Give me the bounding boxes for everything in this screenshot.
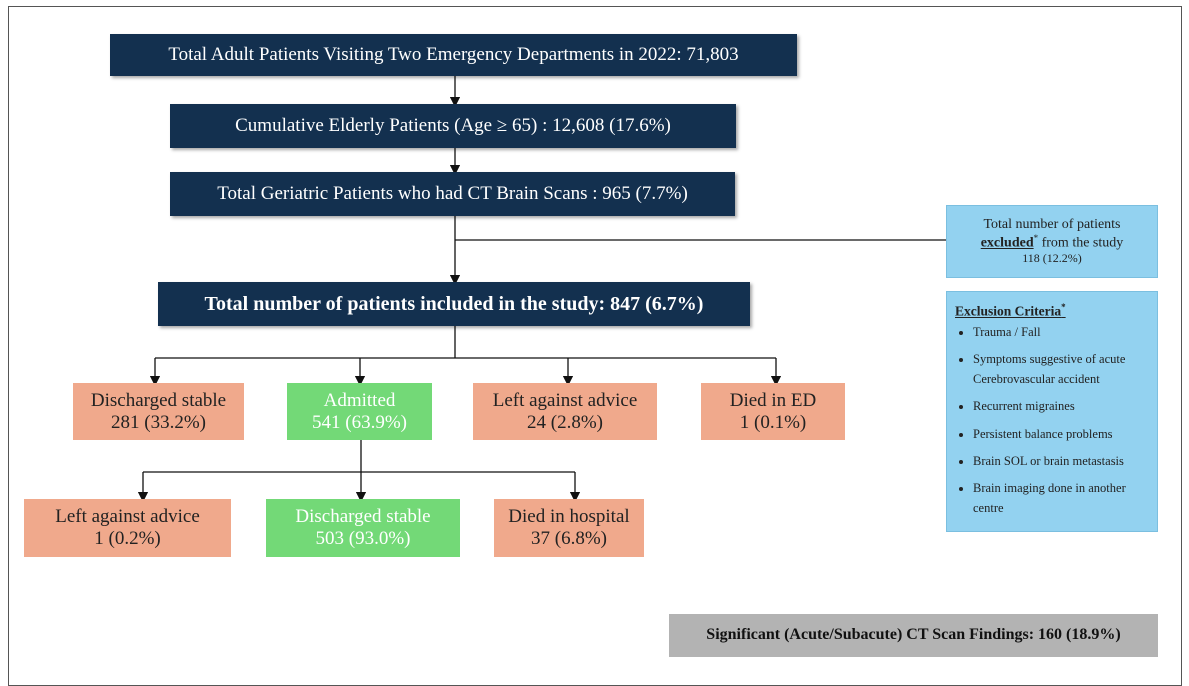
criterion: Recurrent migraines [973,397,1149,416]
findings-box: Significant (Acute/Subacute) CT Scan Fin… [669,614,1158,657]
label: Died in hospital [508,506,630,528]
text: Total number of patients [983,217,1121,233]
criteria-box: Exclusion Criteria* Trauma / Fall Sympto… [946,291,1158,532]
admitted-outcome-box: Left against advice 1 (0.2%) [24,499,231,557]
criteria-title: Exclusion Criteria* [955,302,1066,319]
value: 503 (93.0%) [315,528,411,549]
criterion: Persistent balance problems [973,425,1149,444]
node-text: Total Adult Patients Visiting Two Emerge… [168,44,739,66]
elderly-box: Cumulative Elderly Patients (Age ≥ 65) :… [170,104,736,148]
label: Left against advice [492,389,638,411]
value: 1 (0.1%) [739,411,807,433]
criterion: Brain imaging done in another centre [973,479,1149,518]
outcome-box: Admitted 541 (63.9%) [287,383,432,440]
total-box: Total Adult Patients Visiting Two Emerge… [110,34,797,76]
label: Admitted [323,389,396,411]
value: 37 (6.8%) [531,528,607,549]
value: 541 (63.9%) [312,411,407,433]
label: Died in ED [729,389,817,411]
line: excluded* from the study [981,233,1124,252]
label: Left against advice [55,506,200,528]
node-text: Cumulative Elderly Patients (Age ≥ 65) :… [235,115,671,137]
value: 24 (2.8%) [527,411,603,433]
title: Exclusion Criteria [955,303,1062,319]
included-box: Total number of patients included in the… [158,282,750,326]
criterion: Trauma / Fall [973,323,1149,342]
value: 281 (33.2%) [111,411,206,433]
admitted-outcome-box: Discharged stable 503 (93.0%) [266,499,460,557]
findings-text: Significant (Acute/Subacute) CT Scan Fin… [706,626,1121,644]
ct-box: Total Geriatric Patients who had CT Brai… [170,172,735,216]
outcome-box: Died in ED 1 (0.1%) [701,383,845,440]
outcome-box: Discharged stable 281 (33.2%) [73,383,244,440]
node-text: Total Geriatric Patients who had CT Brai… [217,183,688,205]
excluded-box: Total number of patients excluded* from … [946,205,1158,278]
value: 1 (0.2%) [94,528,161,549]
text: from the study [1041,235,1124,251]
count: 118 (12.2%) [1022,251,1082,266]
admitted-outcome-box: Died in hospital 37 (6.8%) [494,499,644,557]
outcome-box: Left against advice 24 (2.8%) [473,383,657,440]
mark: * [1033,233,1039,244]
label: Discharged stable [90,389,227,411]
criteria-list: Trauma / Fall Symptoms suggestive of acu… [955,323,1149,526]
mark: * [1061,302,1066,312]
emphasis: excluded [980,235,1034,251]
node-text: Total number of patients included in the… [204,292,704,315]
label: Discharged stable [295,506,431,528]
criterion: Brain SOL or brain metastasis [973,452,1149,471]
criterion: Symptoms suggestive of acute Cerebrovasc… [973,350,1149,389]
